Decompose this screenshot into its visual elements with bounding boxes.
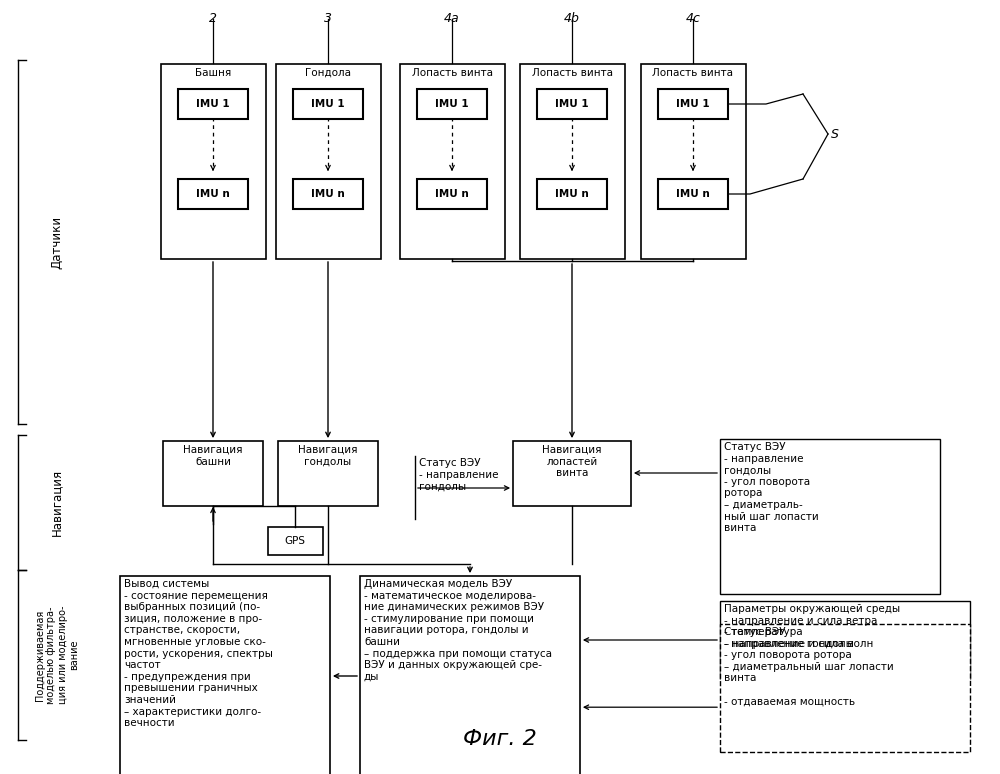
Text: 3: 3 — [324, 12, 332, 25]
Bar — [417, 89, 487, 119]
Bar — [163, 441, 263, 506]
Text: Навигация
башни: Навигация башни — [183, 445, 243, 467]
Bar — [360, 576, 580, 774]
Text: 4a: 4a — [444, 12, 460, 25]
Text: Лопасть винта: Лопасть винта — [532, 68, 612, 78]
Text: GPS: GPS — [285, 536, 306, 546]
Bar — [178, 89, 248, 119]
Bar — [658, 89, 728, 119]
Text: Датчики: Датчики — [50, 215, 64, 269]
Text: IMU 1: IMU 1 — [676, 99, 710, 109]
Text: IMU n: IMU n — [435, 189, 469, 199]
Text: Статус ВЭУ
- направление гондолы
- угол поворота ротора
– диаметральный шаг лопа: Статус ВЭУ - направление гондолы - угол … — [724, 627, 894, 707]
Text: Башня: Башня — [195, 68, 231, 78]
Bar — [120, 576, 330, 774]
Text: 2: 2 — [209, 12, 217, 25]
Text: Навигация
лопастей
винта: Навигация лопастей винта — [542, 445, 602, 478]
Bar — [293, 89, 363, 119]
Bar — [293, 179, 363, 209]
Text: Лопасть винта: Лопасть винта — [652, 68, 734, 78]
Bar — [513, 441, 631, 506]
Bar — [178, 179, 248, 209]
Bar — [720, 624, 970, 752]
Bar — [537, 89, 607, 119]
Text: 4c: 4c — [686, 12, 700, 25]
Text: IMU 1: IMU 1 — [196, 99, 230, 109]
Text: IMU n: IMU n — [676, 189, 710, 199]
Bar — [537, 179, 607, 209]
Text: IMU 1: IMU 1 — [435, 99, 469, 109]
Text: Вывод системы
- состояние перемещения
выбранных позиций (по-
зиция, положение в : Вывод системы - состояние перемещения вы… — [124, 579, 273, 728]
Text: IMU n: IMU n — [311, 189, 345, 199]
Text: Динамическая модель ВЭУ
- математическое моделирова-
ние динамических режимов ВЭ: Динамическая модель ВЭУ - математическое… — [364, 579, 552, 682]
Bar — [658, 179, 728, 209]
Bar — [641, 64, 746, 259]
Bar — [417, 179, 487, 209]
Text: Статус ВЭУ
- направление
гондолы: Статус ВЭУ - направление гондолы — [419, 458, 498, 491]
Text: S: S — [831, 128, 839, 141]
Bar — [278, 441, 378, 506]
Bar — [720, 601, 970, 679]
Text: Параметры окружающей среды
- направление и сила ветра
- температура
– направлени: Параметры окружающей среды - направление… — [724, 604, 900, 649]
Text: 4b: 4b — [564, 12, 580, 25]
Bar — [268, 527, 323, 555]
Text: Фиг. 2: Фиг. 2 — [463, 729, 537, 749]
Text: IMU n: IMU n — [196, 189, 230, 199]
Text: Статус ВЭУ
- направление
гондолы
- угол поворота
ротора
– диаметраль-
ный шаг ло: Статус ВЭУ - направление гондолы - угол … — [724, 442, 819, 533]
Bar — [400, 64, 505, 259]
Bar — [161, 64, 266, 259]
Bar — [276, 64, 381, 259]
Text: Навигация
гондолы: Навигация гондолы — [298, 445, 358, 467]
Text: IMU 1: IMU 1 — [311, 99, 345, 109]
Text: IMU 1: IMU 1 — [555, 99, 589, 109]
Text: Лопасть винта: Лопасть винта — [412, 68, 492, 78]
Bar — [520, 64, 625, 259]
Text: Гондола: Гондола — [305, 68, 351, 78]
Text: Поддерживаемая
моделью фильтра-
ция или моделиро-
вание: Поддерживаемая моделью фильтра- ция или … — [35, 606, 79, 704]
Bar — [720, 439, 940, 594]
Text: IMU n: IMU n — [555, 189, 589, 199]
Text: Навигация: Навигация — [50, 469, 64, 536]
